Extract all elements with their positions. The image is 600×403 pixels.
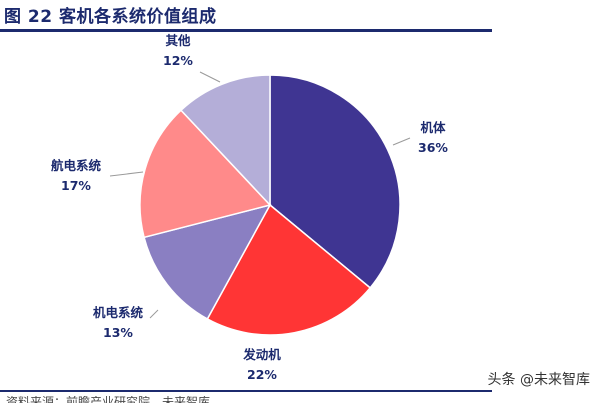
source-note: 资料来源：前瞻产业研究院，未来智库 (6, 396, 211, 403)
pie-slice-3 (139, 109, 272, 239)
figure-title: 图 22 客机各系统价值组成 (4, 7, 217, 27)
slice-value-4: 12% (163, 53, 193, 68)
pie-slice-2 (143, 203, 272, 320)
slice-labels: 机体 36% 发动机 22% 机电系统 13% 航电系统 17% 其他 12% (51, 33, 448, 382)
slice-value-0: 36% (418, 140, 448, 155)
slice-value-2: 13% (103, 325, 133, 340)
slice-label-4: 其他 (165, 33, 191, 48)
leader-line-2 (149, 309, 159, 319)
pie-slice-1 (206, 203, 372, 336)
title-rule (0, 29, 492, 32)
slice-label-3: 航电系统 (51, 158, 102, 173)
watermark: 头条 @未来智库 (485, 369, 592, 389)
slice-label-1: 发动机 (242, 347, 281, 362)
footer-rule (0, 390, 492, 392)
leader-line-0 (392, 137, 411, 146)
pie-slice-4 (179, 74, 271, 207)
slice-value-1: 22% (247, 367, 277, 382)
leader-lines (109, 71, 411, 319)
pie-slice-0 (269, 74, 401, 289)
slice-label-0: 机体 (420, 120, 446, 135)
leader-line-4 (199, 71, 221, 83)
pie-slices (139, 74, 401, 336)
slice-value-3: 17% (61, 178, 91, 193)
slice-label-2: 机电系统 (93, 305, 144, 320)
leader-line-3 (109, 171, 144, 177)
